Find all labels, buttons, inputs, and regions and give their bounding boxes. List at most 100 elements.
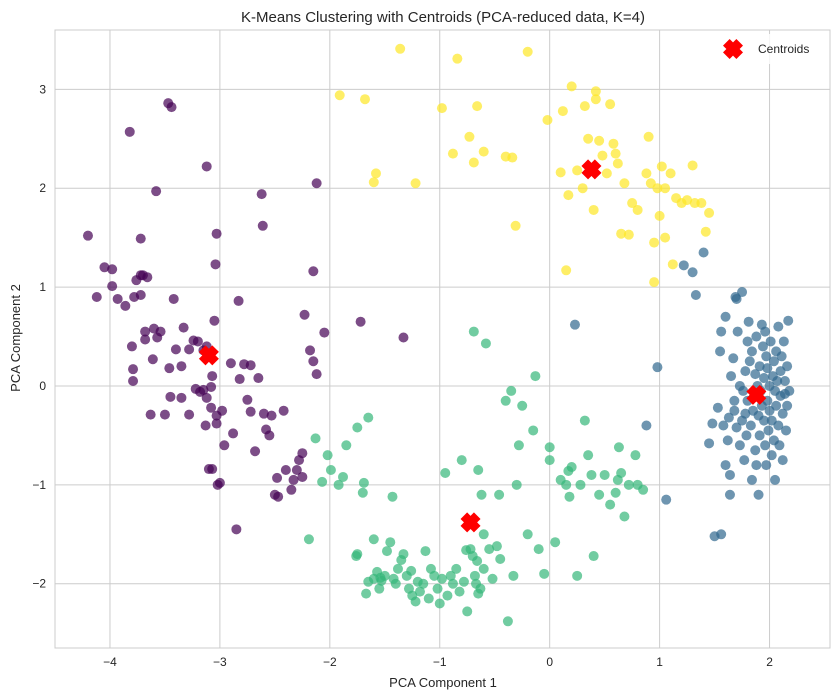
data-point-cluster_purple <box>135 289 146 300</box>
data-point-cluster_blue <box>720 311 731 322</box>
data-point-cluster_purple <box>176 361 187 372</box>
data-point-cluster_green <box>502 616 513 627</box>
data-point-cluster_blue <box>750 369 761 380</box>
data-point-cluster_yellow <box>704 207 715 218</box>
data-point-cluster_green <box>528 425 539 436</box>
data-point-cluster_green <box>638 484 649 495</box>
data-point-cluster_yellow <box>590 86 601 97</box>
y-tick-label: 3 <box>39 82 46 96</box>
x-tick-label: −1 <box>433 655 447 669</box>
data-point-cluster_yellow <box>522 46 533 57</box>
data-point-cluster_green <box>338 471 349 482</box>
data-point-cluster_blue <box>739 455 750 466</box>
data-point-cluster_purple <box>126 341 137 352</box>
data-point-cluster_green <box>341 440 352 451</box>
data-point-cluster_yellow <box>608 138 619 149</box>
data-point-cluster_yellow <box>605 99 616 110</box>
data-point-cluster_green <box>566 462 577 473</box>
data-point-cluster_green <box>447 578 458 589</box>
data-point-cluster_green <box>368 534 379 545</box>
data-point-cluster_blue <box>761 351 772 362</box>
data-point-cluster_yellow <box>583 133 594 144</box>
data-point-cluster_blue <box>724 469 735 480</box>
data-point-cluster_green <box>420 546 431 557</box>
data-point-cluster_blue <box>763 425 774 436</box>
data-point-cluster_blue <box>778 336 789 347</box>
data-point-cluster_green <box>381 546 392 557</box>
data-point-cluster_blue <box>759 415 770 426</box>
data-point-cluster_yellow <box>478 146 489 157</box>
y-tick-label: −2 <box>32 577 46 591</box>
data-point-cluster_yellow <box>572 165 583 176</box>
data-point-cluster_blue <box>773 321 784 332</box>
data-point-cluster_purple <box>82 230 93 241</box>
data-point-cluster_purple <box>165 391 176 402</box>
data-point-cluster_green <box>533 544 544 555</box>
data-point-cluster_blue <box>728 353 739 364</box>
data-point-cluster_yellow <box>654 210 665 221</box>
data-point-cluster_purple <box>147 354 158 365</box>
data-point-cluster_blue <box>765 336 776 347</box>
data-point-cluster_green <box>442 590 453 601</box>
data-point-cluster_blue <box>724 489 735 500</box>
data-point-cluster_blue <box>641 420 652 431</box>
data-point-cluster_green <box>392 563 403 574</box>
data-point-cluster_yellow <box>468 157 479 168</box>
centroid-marker <box>746 384 767 405</box>
data-point-cluster_yellow <box>656 161 667 172</box>
data-point-cluster_purple <box>142 272 153 283</box>
data-point-cluster_green <box>561 479 572 490</box>
y-axis-label: PCA Component 2 <box>8 284 23 392</box>
data-point-cluster_purple <box>319 327 330 338</box>
data-point-cluster_yellow <box>510 220 521 231</box>
data-point-cluster_green <box>513 440 524 451</box>
data-point-cluster_blue <box>742 336 753 347</box>
data-point-cluster_purple <box>168 293 179 304</box>
data-point-cluster_purple <box>200 420 211 431</box>
data-point-cluster_blue <box>720 460 731 471</box>
data-point-cluster_green <box>616 467 627 478</box>
data-point-cluster_purple <box>207 371 218 382</box>
data-point-cluster_blue <box>746 474 757 485</box>
x-tick-label: 0 <box>546 655 553 669</box>
data-point-cluster_blue <box>760 326 771 337</box>
data-point-cluster_green <box>475 583 486 594</box>
data-point-cluster_purple <box>280 465 291 476</box>
data-point-cluster_purple <box>305 345 316 356</box>
data-point-cluster_yellow <box>641 168 652 179</box>
data-point-cluster_yellow <box>566 81 577 92</box>
data-point-cluster_green <box>508 570 519 581</box>
data-point-cluster_green <box>544 442 555 453</box>
data-point-cluster_yellow <box>370 168 381 179</box>
data-point-cluster_green <box>473 465 484 476</box>
data-point-cluster_blue <box>760 440 771 451</box>
data-point-cluster_yellow <box>561 265 572 276</box>
data-point-cluster_green <box>506 385 517 396</box>
data-point-cluster_blue <box>782 361 793 372</box>
data-point-cluster_blue <box>729 405 740 416</box>
legend: Centroids <box>714 34 824 64</box>
data-point-cluster_yellow <box>590 94 601 105</box>
data-point-cluster_blue <box>753 489 764 500</box>
legend-label-centroids: Centroids <box>758 42 809 56</box>
data-point-cluster_purple <box>140 326 151 337</box>
data-point-cluster_purple <box>135 233 146 244</box>
data-point-cluster_blue <box>715 346 726 357</box>
data-point-cluster_green <box>530 371 541 382</box>
data-point-cluster_blue <box>777 455 788 466</box>
data-point-cluster_blue <box>751 331 762 342</box>
data-point-cluster_green <box>478 529 489 540</box>
data-point-cluster_green <box>610 487 621 498</box>
data-point-cluster_yellow <box>660 232 671 243</box>
data-point-cluster_blue <box>754 361 765 372</box>
legend-centroid-x <box>723 39 743 59</box>
data-point-cluster_blue <box>759 373 770 384</box>
plot-frame <box>54 29 831 649</box>
data-point-cluster_green <box>303 534 314 545</box>
data-point-cluster_green <box>462 606 473 617</box>
data-point-cluster_yellow <box>696 198 707 209</box>
x-tick-labels: −4 −3 −2 −1 0 1 2 <box>103 655 773 669</box>
data-point-cluster_blue <box>722 435 733 446</box>
data-point-cluster_purple <box>170 344 181 355</box>
data-point-cluster_green <box>363 412 374 423</box>
